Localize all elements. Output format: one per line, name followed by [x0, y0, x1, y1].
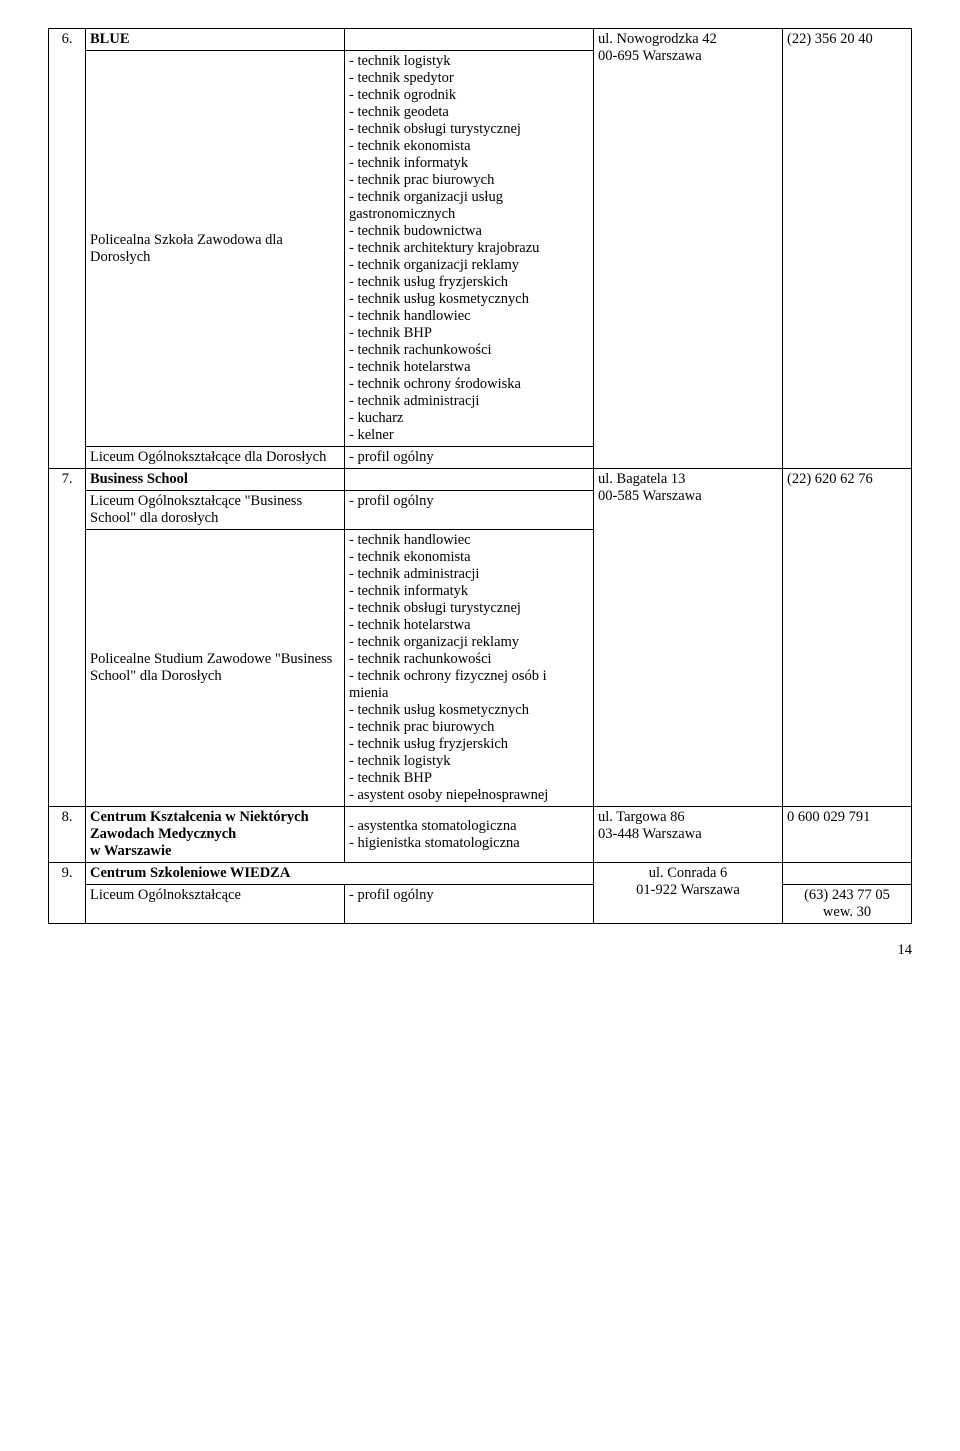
courses-cell: - asystentka stomatologiczna - higienist… [345, 807, 594, 863]
address-cell: ul. Bagatela 13 00-585 Warszawa [594, 469, 783, 807]
row-number: 9. [49, 863, 86, 924]
school-name: Liceum Ogólnokształcące dla Dorosłych [86, 447, 345, 469]
school-name: Centrum Kształcenia w Niektórych Zawodac… [86, 807, 345, 863]
org-header: Centrum Szkoleniowe WIEDZA [86, 863, 594, 885]
courses-cell: - profil ogólny [345, 885, 594, 924]
address-line: 00-585 Warszawa [598, 488, 778, 505]
table-row: 8. Centrum Kształcenia w Niektórych Zawo… [49, 807, 912, 863]
table-row: 7. Business School ul. Bagatela 13 00-58… [49, 469, 912, 491]
table-row: Liceum Ogólnokształcące - profil ogólny … [49, 885, 912, 924]
table-row: 9. Centrum Szkoleniowe WIEDZA ul. Conrad… [49, 863, 912, 885]
row-number: 7. [49, 469, 86, 807]
address-line: ul. Bagatela 13 [598, 471, 778, 488]
phone-cell: (63) 243 77 05 wew. 30 [783, 885, 912, 924]
school-name: Policealne Studium Zawodowe "Business Sc… [86, 530, 345, 807]
table-row: 6. BLUE ul. Nowogrodzka 42 00-695 Warsza… [49, 29, 912, 51]
courses-cell: - profil ogólny [345, 491, 594, 530]
address-line: ul. Conrada 6 [598, 865, 778, 882]
page-number: 14 [48, 942, 912, 959]
school-name: Liceum Ogólnokształcące [86, 885, 345, 924]
empty-cell [345, 29, 594, 51]
address-cell: ul. Targowa 86 03-448 Warszawa [594, 807, 783, 863]
courses-cell: - technik handlowiec - technik ekonomist… [345, 530, 594, 807]
empty-cell [345, 469, 594, 491]
school-name: Liceum Ogólnokształcące "Business School… [86, 491, 345, 530]
address-line: 01-922 Warszawa [598, 882, 778, 899]
address-line: ul. Targowa 86 [598, 809, 778, 826]
org-header: BLUE [86, 29, 345, 51]
school-name: Policealna Szkoła Zawodowa dla Dorosłych [86, 51, 345, 447]
phone-cell [783, 863, 912, 885]
row-number: 8. [49, 807, 86, 863]
courses-cell: - profil ogólny [345, 447, 594, 469]
page-container: 6. BLUE ul. Nowogrodzka 42 00-695 Warsza… [0, 0, 960, 979]
phone-cell: (22) 356 20 40 [783, 29, 912, 469]
phone-cell: 0 600 029 791 [783, 807, 912, 863]
address-cell: ul. Conrada 6 01-922 Warszawa [594, 863, 783, 924]
phone-cell: (22) 620 62 76 [783, 469, 912, 807]
address-cell: ul. Nowogrodzka 42 00-695 Warszawa [594, 29, 783, 469]
row-number: 6. [49, 29, 86, 469]
address-line: 03-448 Warszawa [598, 826, 778, 843]
address-line: 00-695 Warszawa [598, 48, 778, 65]
org-header: Business School [86, 469, 345, 491]
address-line: ul. Nowogrodzka 42 [598, 31, 778, 48]
schools-table: 6. BLUE ul. Nowogrodzka 42 00-695 Warsza… [48, 28, 912, 924]
courses-cell: - technik logistyk - technik spedytor - … [345, 51, 594, 447]
